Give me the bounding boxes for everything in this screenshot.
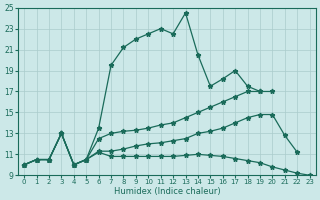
X-axis label: Humidex (Indice chaleur): Humidex (Indice chaleur): [114, 187, 220, 196]
